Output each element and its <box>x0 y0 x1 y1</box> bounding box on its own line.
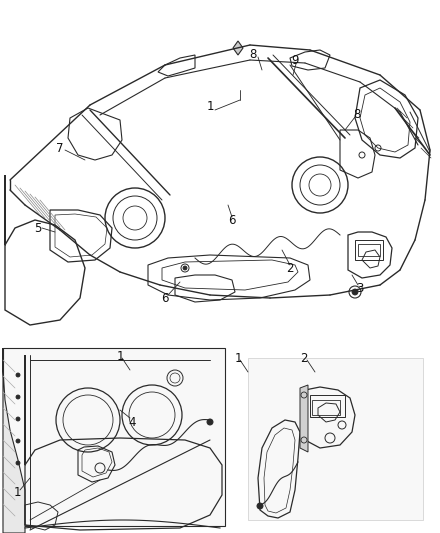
Circle shape <box>16 439 20 443</box>
Text: 3: 3 <box>356 281 364 295</box>
Text: 1: 1 <box>206 101 214 114</box>
Text: 1: 1 <box>116 350 124 362</box>
Text: 6: 6 <box>228 214 236 227</box>
Text: 2: 2 <box>286 262 294 274</box>
Text: 8: 8 <box>353 108 361 120</box>
Bar <box>3 348 225 526</box>
Bar <box>358 244 380 256</box>
Bar <box>248 358 423 520</box>
Text: 4: 4 <box>128 416 136 429</box>
Bar <box>310 395 345 417</box>
Circle shape <box>16 395 20 399</box>
Text: 1: 1 <box>234 351 242 365</box>
Text: 6: 6 <box>161 292 169 304</box>
Text: 7: 7 <box>56 141 64 155</box>
Circle shape <box>16 417 20 421</box>
Polygon shape <box>300 385 308 452</box>
Text: 9: 9 <box>291 54 299 68</box>
Circle shape <box>183 266 187 270</box>
Circle shape <box>207 419 213 425</box>
Circle shape <box>16 461 20 465</box>
Circle shape <box>352 289 358 295</box>
Polygon shape <box>3 348 25 533</box>
Text: 2: 2 <box>300 351 308 365</box>
Text: 5: 5 <box>34 222 42 235</box>
Circle shape <box>16 373 20 377</box>
Text: 8: 8 <box>249 47 257 61</box>
Circle shape <box>257 503 263 509</box>
Bar <box>312 400 340 415</box>
Bar <box>355 240 383 260</box>
Bar <box>3 348 225 526</box>
Text: 1: 1 <box>13 487 21 499</box>
Polygon shape <box>233 41 243 55</box>
